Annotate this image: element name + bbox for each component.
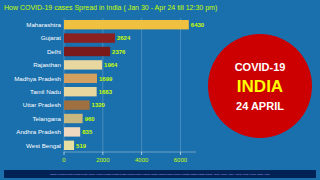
background [0, 0, 320, 180]
data-label: 960 [85, 116, 96, 122]
category-label: Uttar Pradesh [23, 101, 62, 108]
category-label: Rajasthan [33, 61, 61, 68]
data-label: 2624 [117, 35, 131, 41]
category-label: West Bengal [26, 142, 61, 149]
bar [64, 114, 83, 123]
bar [64, 33, 115, 42]
tick-label: 0 [62, 157, 66, 163]
data-label: 519 [76, 143, 87, 149]
tick-mark [64, 152, 65, 155]
title: How COVID-19 cases Spread in India ( Jan… [4, 4, 217, 12]
annotation-circle [208, 34, 312, 138]
bar [64, 100, 90, 109]
x-axis [64, 152, 196, 153]
annotation: 24 APRIL [236, 100, 284, 112]
category-label: Telangana [32, 115, 61, 122]
tick-mark [102, 152, 103, 155]
category-label: Maharashtra [26, 21, 61, 28]
tick-label: 2000 [96, 157, 110, 163]
grid [64, 18, 180, 152]
category-label: Tamil Nadu [30, 88, 62, 95]
data-label: 1683 [99, 89, 113, 95]
bar [64, 74, 97, 83]
data-label: 1964 [104, 62, 118, 68]
bar [64, 60, 102, 69]
grid-line [180, 18, 181, 152]
data-label: 6430 [191, 22, 205, 28]
category-label: Gujarat [41, 34, 62, 41]
data-label: 1699 [99, 76, 113, 82]
bar [64, 141, 74, 150]
bars [64, 20, 189, 150]
category-label: Andhra Pradesh [16, 128, 61, 135]
category-label: Delhi [47, 48, 61, 55]
bar [64, 20, 189, 29]
tick-mark [180, 152, 181, 155]
tick-label: 4000 [135, 157, 149, 163]
annotation: INDIA [237, 77, 283, 96]
category-label: Madhya Pradesh [14, 75, 61, 82]
bar [64, 87, 97, 96]
data-label: 835 [82, 129, 93, 135]
tick-label: 6000 [174, 157, 188, 163]
tick-mark [141, 152, 142, 155]
timeline-label: Jan30 Feb02 Feb05 Feb08 Feb11 Feb14 Feb1… [50, 173, 271, 176]
bar [64, 47, 110, 56]
annotation: COVID-19 [235, 61, 286, 73]
bar [64, 127, 80, 136]
data-label: 2376 [112, 49, 126, 55]
chart: How COVID-19 cases Spread in India ( Jan… [0, 0, 320, 180]
timeline [4, 170, 316, 178]
grid-line [141, 18, 142, 152]
data-label: 1320 [92, 102, 106, 108]
